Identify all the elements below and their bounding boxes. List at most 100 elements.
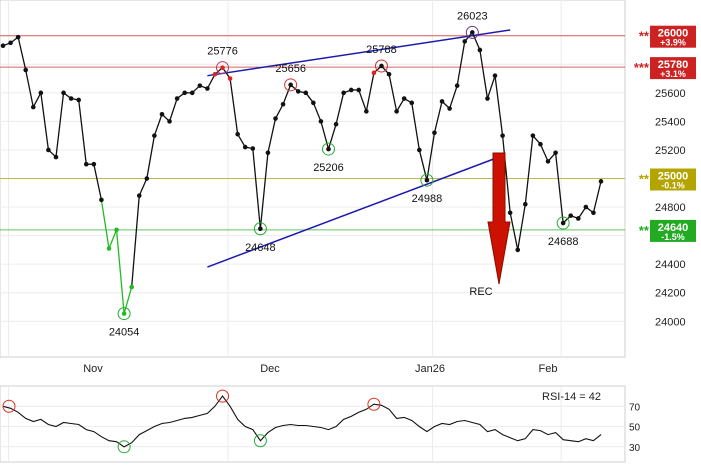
price-point <box>235 131 240 137</box>
price-point <box>500 133 505 138</box>
price-point <box>364 109 369 114</box>
price-segment <box>517 204 526 251</box>
price-point <box>15 34 21 40</box>
rsi-tick-label: 70 <box>629 402 641 413</box>
price-segment <box>426 132 436 181</box>
rsi-highlight-circles <box>2 389 381 454</box>
trendline-upper-resistance <box>207 29 511 77</box>
price-segment <box>115 229 125 314</box>
data-label: 25776 <box>207 46 238 58</box>
price-point <box>258 226 263 232</box>
price-point <box>250 146 256 151</box>
level-stars: ** <box>639 172 650 187</box>
y-tick-label: 24200 <box>655 288 686 300</box>
price-point <box>295 89 301 94</box>
data-label: 26023 <box>457 10 488 22</box>
price-point <box>152 133 157 138</box>
price-segment <box>153 114 163 136</box>
price-point <box>91 161 97 167</box>
price-point <box>583 204 589 210</box>
price-point <box>53 154 59 160</box>
price-segment <box>108 229 118 249</box>
rec-arrow: REC <box>469 152 511 298</box>
price-segment <box>486 75 496 99</box>
price-segment <box>479 49 489 99</box>
rec-label: REC <box>469 286 492 298</box>
price-point <box>182 90 187 96</box>
rsi-y-axis: 70 50 30 <box>629 402 641 454</box>
price-segment <box>312 102 322 122</box>
price-segment <box>471 32 481 51</box>
level-stars: *** <box>634 60 650 75</box>
trendline-lower-support <box>207 157 496 268</box>
price-point <box>106 246 112 251</box>
price-point <box>530 133 536 138</box>
level-change: +3.9% <box>660 38 686 48</box>
price-point <box>326 146 331 152</box>
price-point <box>76 97 81 103</box>
level-badge <box>650 219 696 242</box>
level-badge <box>650 168 696 191</box>
price-point <box>311 100 316 106</box>
price-segment <box>267 118 277 153</box>
y-tick-label: 24400 <box>655 259 686 271</box>
price-segment <box>78 99 87 165</box>
level-stars: ** <box>639 29 650 44</box>
price-point <box>30 104 36 110</box>
level-change: -0.1% <box>661 181 685 191</box>
level-change: -1.5% <box>661 232 685 242</box>
price-segment <box>418 149 428 181</box>
price-segment <box>509 212 519 251</box>
y-tick-label: 24000 <box>655 316 686 328</box>
price-point <box>417 147 422 153</box>
price-point <box>68 96 74 101</box>
price-segment <box>592 181 602 213</box>
price-point <box>591 210 596 216</box>
price-segment <box>411 102 420 151</box>
rsi-series <box>2 395 602 448</box>
x-tick-label: Nov <box>83 363 103 375</box>
price-segment <box>365 72 375 112</box>
price-x-axis: Nov Dec Jan26 Feb <box>83 363 557 375</box>
price-segment <box>320 121 330 150</box>
price-point <box>515 247 521 253</box>
price-point <box>356 87 362 93</box>
price-point <box>189 90 195 96</box>
price-point <box>99 197 104 203</box>
rsi-oversold-marker <box>253 434 267 448</box>
level-value: 24640 <box>658 222 689 234</box>
price-point <box>507 210 513 216</box>
price-point <box>114 227 119 233</box>
price-segment <box>494 75 504 136</box>
price-segment <box>524 135 534 205</box>
price-point <box>538 141 543 147</box>
y-tick-label: 25400 <box>655 116 686 128</box>
price-point <box>477 47 483 53</box>
rsi-tick-label: 30 <box>629 443 641 454</box>
price-point <box>227 76 233 81</box>
price-point <box>454 83 460 88</box>
price-highlight-circles <box>117 25 570 321</box>
price-segment <box>388 74 398 112</box>
price-point <box>409 100 415 106</box>
price-point <box>280 101 286 107</box>
y-tick-label: 25600 <box>655 88 686 100</box>
price-segment <box>259 152 269 229</box>
price-point <box>575 216 581 221</box>
rsi-overbought-marker <box>216 389 230 403</box>
price-point <box>136 193 142 198</box>
price-point <box>288 82 293 88</box>
trendlines <box>207 29 511 268</box>
price-segment <box>335 92 345 125</box>
rsi-overbought-marker <box>2 399 16 413</box>
price-point <box>379 63 384 69</box>
rsi-line-path <box>2 395 602 448</box>
price-point <box>220 65 225 70</box>
price-segment <box>131 195 140 288</box>
data-label: 24988 <box>412 193 443 205</box>
price-point <box>568 213 574 218</box>
price-segment <box>93 164 103 201</box>
bottom-marker <box>420 173 434 187</box>
horizontal-levels: ** 26000+3.9% *** 25780+3.1% ** 25000-0.1% ** 2… <box>0 25 696 242</box>
